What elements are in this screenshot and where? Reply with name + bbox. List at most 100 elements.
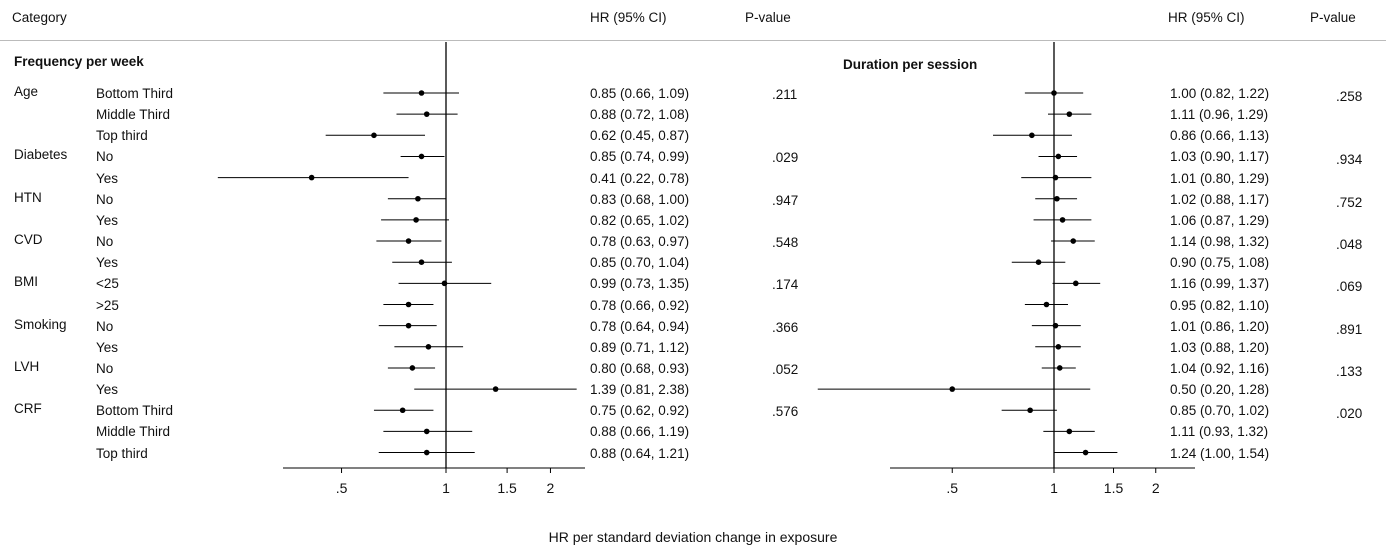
- hr-ci-value: 1.03 (0.88, 1.20): [1170, 339, 1270, 355]
- p-value: .052: [772, 361, 799, 377]
- p-value: .891: [1336, 321, 1363, 337]
- point-estimate: [1043, 301, 1050, 308]
- hr-ci-value: 1.02 (0.88, 1.17): [1170, 191, 1270, 207]
- row-subgroup-label: No: [96, 360, 114, 376]
- p-value: .576: [772, 404, 799, 420]
- hr-ci-value: 0.78 (0.63, 0.97): [590, 234, 690, 250]
- point-estimate: [441, 280, 448, 287]
- x-tick-label: 1: [1050, 480, 1058, 496]
- header-hr-left: HR (95% CI): [590, 10, 667, 25]
- point-estimate: [1082, 449, 1089, 456]
- x-tick-label: 1.5: [1104, 480, 1124, 496]
- hr-ci-value: 1.04 (0.92, 1.16): [1170, 360, 1270, 376]
- point-estimate: [1066, 428, 1073, 435]
- hr-ci-value: 0.62 (0.45, 0.87): [590, 128, 690, 144]
- hr-ci-value: 0.88 (0.64, 1.21): [590, 445, 690, 461]
- hr-ci-value: 1.14 (0.98, 1.32): [1170, 234, 1270, 250]
- point-estimate: [1052, 322, 1059, 329]
- point-estimate: [1055, 153, 1062, 160]
- hr-ci-value: 1.06 (0.87, 1.29): [1170, 212, 1270, 228]
- hr-ci-value: 0.85 (0.74, 0.99): [590, 149, 690, 165]
- hr-ci-value: 0.85 (0.66, 1.09): [590, 86, 690, 101]
- row-group-label: LVH: [14, 358, 40, 374]
- hr-ci-value: 1.16 (0.99, 1.37): [1170, 276, 1270, 292]
- x-tick-label: 2: [547, 480, 555, 496]
- p-value: .069: [1336, 279, 1363, 295]
- row-group-label: Smoking: [14, 316, 67, 332]
- hr-ci-value: 1.11 (0.93, 1.32): [1170, 424, 1269, 440]
- point-estimate: [1072, 280, 1079, 287]
- point-estimate: [405, 322, 412, 329]
- row-subgroup-label: <25: [96, 276, 119, 292]
- point-estimate: [492, 386, 499, 392]
- point-estimate: [405, 301, 412, 308]
- point-estimate: [949, 386, 956, 392]
- hr-ci-value: 0.88 (0.66, 1.19): [590, 424, 690, 440]
- row-subgroup-label: Yes: [96, 382, 119, 398]
- x-tick-label: .5: [336, 480, 348, 496]
- p-value: .020: [1336, 406, 1363, 422]
- p-value: .548: [772, 235, 799, 251]
- hr-ci-value: 0.90 (0.75, 1.08): [1170, 255, 1270, 271]
- point-estimate: [1056, 365, 1063, 371]
- point-estimate: [1055, 344, 1062, 350]
- point-estimate: [1051, 90, 1057, 96]
- header-p-right: P-value: [1310, 10, 1356, 25]
- point-estimate: [418, 90, 425, 96]
- p-value: .934: [1336, 152, 1363, 168]
- point-estimate: [1052, 174, 1059, 181]
- p-value: .048: [1336, 237, 1363, 253]
- hr-ci-value: 0.85 (0.70, 1.04): [590, 255, 690, 271]
- point-estimate: [1027, 407, 1033, 414]
- x-tick-label: 1: [442, 480, 450, 496]
- row-group-label: CRF: [14, 401, 42, 417]
- point-estimate: [423, 428, 430, 435]
- row-group-label: Age: [14, 84, 39, 99]
- header-category: Category: [12, 10, 67, 25]
- row-subgroup-label: Yes: [96, 255, 119, 271]
- panel-title-frequency: Frequency per week: [14, 54, 144, 69]
- point-estimate: [423, 449, 430, 456]
- row-subgroup-label: Top third: [96, 128, 148, 144]
- hr-ci-value: 0.89 (0.71, 1.12): [590, 339, 690, 355]
- hr-ci-value: 1.00 (0.82, 1.22): [1170, 86, 1270, 101]
- p-value: .366: [772, 319, 799, 335]
- hr-ci-value: 0.80 (0.68, 0.93): [590, 360, 690, 376]
- hr-ci-value: 1.01 (0.86, 1.20): [1170, 318, 1270, 334]
- point-estimate: [371, 132, 377, 139]
- x-tick-label: 1.5: [497, 480, 517, 496]
- row-subgroup-label: Middle Third: [96, 424, 171, 440]
- row-subgroup-label: No: [96, 191, 114, 207]
- row-subgroup-label: Middle Third: [96, 107, 171, 123]
- point-estimate: [413, 217, 419, 223]
- row-subgroup-label: Bottom Third: [96, 403, 174, 419]
- row-subgroup-label: No: [96, 149, 114, 165]
- header-divider: [0, 40, 1386, 41]
- hr-ci-value: 1.39 (0.81, 2.38): [590, 382, 690, 398]
- x-tick-label: 2: [1152, 480, 1160, 496]
- hr-ci-value: 1.24 (1.00, 1.54): [1170, 445, 1270, 461]
- hr-ci-value: 0.95 (0.82, 1.10): [1170, 297, 1270, 313]
- point-estimate: [1035, 259, 1042, 266]
- row-group-label: CVD: [14, 232, 43, 248]
- point-estimate: [418, 259, 425, 266]
- point-estimate: [1059, 217, 1066, 223]
- hr-ci-value: 0.78 (0.66, 0.92): [590, 297, 690, 313]
- hr-ci-value: 0.78 (0.64, 0.94): [590, 318, 690, 334]
- hr-ci-value: 0.85 (0.70, 1.02): [1170, 403, 1270, 419]
- hr-ci-value: 0.82 (0.65, 1.02): [590, 212, 690, 228]
- p-value: .029: [772, 150, 799, 166]
- p-value: .947: [772, 192, 799, 208]
- p-value: .133: [1336, 363, 1363, 379]
- panel-title-duration: Duration per session: [843, 57, 978, 72]
- point-estimate: [409, 365, 416, 371]
- row-group-label: Diabetes: [14, 147, 68, 163]
- point-estimate: [399, 407, 406, 414]
- row-subgroup-label: >25: [96, 297, 119, 313]
- hr-ci-value: 1.11 (0.96, 1.29): [1170, 107, 1269, 123]
- point-estimate: [1029, 132, 1035, 139]
- hr-ci-value: 0.83 (0.68, 1.00): [590, 191, 690, 207]
- row-subgroup-label: Yes: [96, 212, 119, 228]
- p-value: .211: [772, 87, 798, 102]
